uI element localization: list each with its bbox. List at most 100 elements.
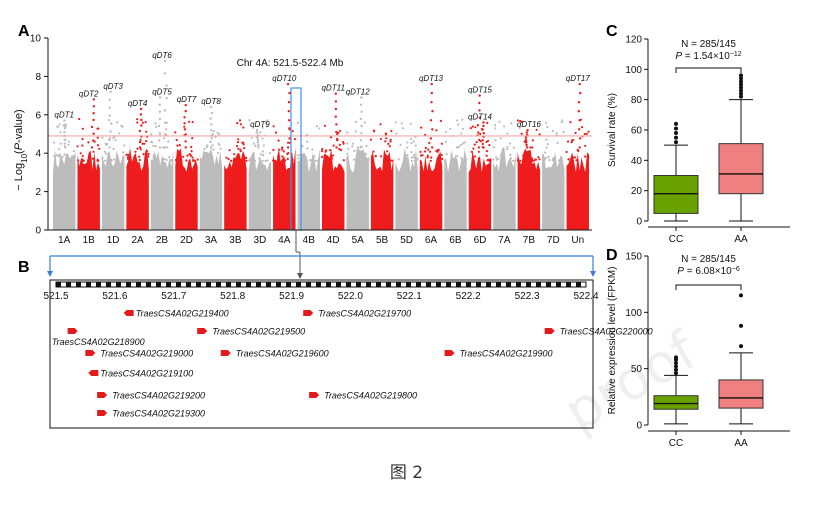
snp-point bbox=[379, 123, 382, 126]
snp-point bbox=[551, 130, 554, 133]
snp-point bbox=[274, 131, 278, 134]
snp-point bbox=[243, 147, 246, 150]
y-tick-label: 100 bbox=[625, 308, 642, 319]
snp-point bbox=[472, 147, 475, 150]
snp-point bbox=[340, 149, 343, 152]
snp-point bbox=[438, 159, 441, 162]
gene-label: TraesCS4A02G219600 bbox=[236, 349, 329, 359]
gene-TraesCS4A02G219400: TraesCS4A02G219400 bbox=[123, 309, 229, 319]
peak-point bbox=[360, 124, 363, 128]
snp-point bbox=[252, 142, 256, 145]
snp-point bbox=[428, 141, 431, 145]
snp-point bbox=[364, 152, 368, 155]
snp-point bbox=[106, 142, 109, 146]
chromosome-label: 3B bbox=[229, 235, 242, 246]
gene-TraesCS4A02G219200: TraesCS4A02G219200 bbox=[97, 391, 205, 401]
ruler-segment bbox=[166, 282, 171, 287]
snp-point bbox=[546, 125, 549, 129]
qtl-label: qDT9 bbox=[250, 120, 270, 129]
snp-point bbox=[499, 154, 502, 157]
snp-point bbox=[410, 138, 413, 141]
snp-point bbox=[210, 137, 213, 140]
position-tick-label: 522.0 bbox=[338, 291, 363, 302]
ruler-segment bbox=[536, 282, 541, 287]
gene-arrow bbox=[123, 310, 134, 316]
box-AA: AA bbox=[718, 293, 764, 449]
snp-point bbox=[429, 150, 432, 153]
snp-point bbox=[452, 157, 455, 160]
y-tick-label: 10 bbox=[30, 34, 42, 45]
snp-point bbox=[329, 136, 333, 139]
p-value-text: P = 1.54×10−12 bbox=[675, 51, 741, 63]
snp-point bbox=[235, 144, 239, 148]
snp-point bbox=[366, 159, 369, 162]
snp-point bbox=[281, 155, 284, 158]
panel-b-letter: B bbox=[18, 259, 30, 276]
snp-point bbox=[358, 159, 362, 162]
snp-point bbox=[147, 152, 150, 156]
ruler-segment bbox=[566, 282, 571, 287]
snp-point bbox=[546, 143, 549, 146]
chromosome-2D bbox=[174, 104, 199, 230]
snp-point bbox=[203, 147, 206, 151]
snp-point bbox=[351, 142, 355, 145]
peak-point bbox=[524, 138, 528, 142]
gene-TraesCS4A02G219000: TraesCS4A02G219000 bbox=[85, 349, 193, 359]
ruler-segment bbox=[116, 282, 121, 287]
snp-point bbox=[212, 148, 215, 151]
snp-density bbox=[395, 147, 418, 230]
peak-point bbox=[109, 130, 112, 133]
snp-point bbox=[346, 152, 349, 155]
y-axis-label: Relative expression level (FPKM) bbox=[607, 267, 618, 415]
peak-point bbox=[163, 146, 167, 149]
chromosome-3D bbox=[247, 119, 272, 230]
snp-point bbox=[421, 154, 424, 157]
snp-point bbox=[296, 121, 299, 124]
snp-point bbox=[191, 121, 194, 124]
snp-point bbox=[259, 153, 262, 156]
peak-point bbox=[165, 84, 168, 87]
peak-point bbox=[139, 113, 143, 116]
peak-point bbox=[360, 132, 363, 135]
snp-point bbox=[330, 157, 334, 160]
peak-point bbox=[92, 105, 96, 108]
snp-point bbox=[400, 122, 403, 125]
ruler-segment bbox=[406, 282, 411, 287]
peak-point bbox=[63, 146, 67, 149]
qtl-label: qDT5 bbox=[152, 88, 172, 97]
snp-point bbox=[542, 157, 546, 160]
snp-point bbox=[373, 130, 376, 133]
snp-point bbox=[460, 132, 463, 135]
ruler-segment bbox=[476, 282, 481, 287]
peak-point bbox=[431, 110, 434, 113]
snp-point bbox=[193, 159, 196, 162]
snp-point bbox=[389, 159, 392, 162]
peak-point bbox=[64, 123, 67, 126]
snp-point bbox=[450, 153, 453, 156]
outlier-point bbox=[674, 121, 678, 126]
panel-d-letter: D bbox=[606, 247, 618, 264]
y-tick-label: 60 bbox=[631, 126, 643, 137]
snp-point bbox=[426, 154, 429, 157]
snp-point bbox=[147, 155, 150, 158]
snp-point bbox=[225, 156, 228, 159]
peak-point bbox=[109, 90, 112, 94]
peak-point bbox=[477, 131, 480, 134]
snp-point bbox=[240, 158, 243, 161]
snp-point bbox=[485, 150, 488, 153]
snp-point bbox=[242, 143, 245, 146]
chromosome-label: 4D bbox=[327, 235, 340, 246]
gene-label: TraesCS4A02G219000 bbox=[100, 349, 193, 359]
snp-point bbox=[71, 159, 74, 162]
snp-point bbox=[457, 123, 460, 126]
peak-point bbox=[255, 131, 259, 134]
peak-point bbox=[184, 140, 187, 143]
peak-point bbox=[158, 132, 162, 135]
snp-density bbox=[444, 148, 467, 230]
snp-point bbox=[342, 159, 345, 162]
snp-point bbox=[174, 131, 177, 134]
snp-density bbox=[542, 151, 565, 230]
panel-a-letter: A bbox=[18, 23, 30, 40]
snp-point bbox=[397, 158, 400, 161]
